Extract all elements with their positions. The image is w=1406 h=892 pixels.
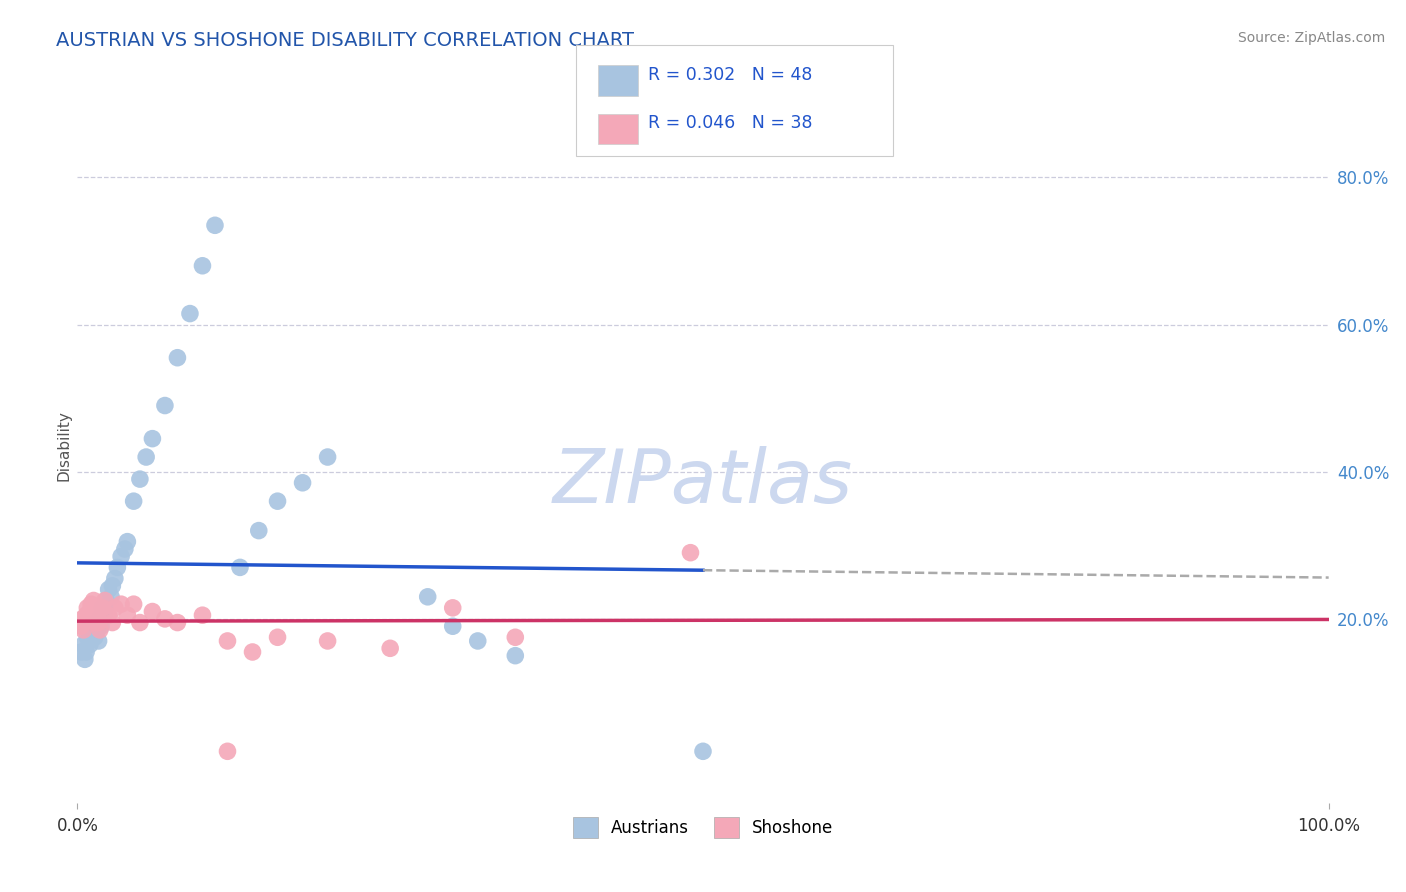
Point [77, 623, 100, 637]
Point [441, 600, 464, 615]
Point [179, 307, 201, 321]
Point [122, 494, 145, 508]
Point [503, 648, 526, 663]
Point [503, 630, 526, 644]
Point [83, 630, 105, 644]
Point [70, 645, 93, 659]
Point [87, 634, 110, 648]
Point [97, 582, 120, 597]
Point [79, 638, 101, 652]
Point [129, 615, 152, 630]
Point [266, 630, 288, 644]
Point [87, 615, 110, 630]
Point [84, 600, 107, 615]
Point [242, 645, 264, 659]
Point [75, 645, 97, 659]
Text: AUSTRIAN VS SHOSHONE DISABILITY CORRELATION CHART: AUSTRIAN VS SHOSHONE DISABILITY CORRELAT… [56, 31, 634, 50]
Point [104, 571, 127, 585]
Point [110, 597, 132, 611]
Point [229, 560, 252, 574]
Point [104, 600, 127, 615]
Point [105, 560, 128, 574]
Point [77, 612, 100, 626]
Point [72, 638, 94, 652]
Point [90, 619, 112, 633]
Point [79, 605, 101, 619]
Point [83, 593, 105, 607]
Point [166, 615, 188, 630]
Point [141, 605, 163, 619]
Point [114, 541, 136, 556]
Point [83, 619, 105, 633]
Point [191, 259, 214, 273]
Point [101, 579, 124, 593]
Point [191, 608, 214, 623]
Point [166, 351, 188, 365]
Point [101, 615, 124, 630]
Point [91, 600, 114, 615]
Point [316, 450, 339, 464]
Point [94, 600, 117, 615]
Point [94, 593, 117, 607]
Point [84, 615, 107, 630]
Legend: Austrians, Shoshone: Austrians, Shoshone [565, 811, 841, 845]
Point [70, 619, 93, 633]
Point [94, 593, 117, 607]
Point [75, 608, 97, 623]
Point [378, 641, 402, 656]
Point [72, 623, 94, 637]
Point [153, 612, 176, 626]
Point [204, 219, 226, 233]
Point [291, 475, 314, 490]
Point [83, 615, 105, 630]
Point [117, 608, 139, 623]
Point [316, 634, 339, 648]
Point [679, 546, 702, 560]
Point [217, 634, 239, 648]
Point [129, 472, 152, 486]
Point [89, 612, 111, 626]
Point [72, 612, 94, 626]
Point [86, 623, 108, 637]
Point [122, 597, 145, 611]
Point [441, 619, 464, 633]
Point [93, 608, 115, 623]
Text: R = 0.302   N = 48: R = 0.302 N = 48 [648, 66, 813, 84]
Point [110, 549, 132, 564]
Point [80, 597, 103, 611]
Point [91, 600, 114, 615]
Point [79, 626, 101, 640]
Point [247, 524, 270, 538]
Point [73, 652, 96, 666]
Point [467, 634, 489, 648]
Text: R = 0.046   N = 38: R = 0.046 N = 38 [648, 114, 813, 132]
Point [266, 494, 288, 508]
Point [86, 608, 108, 623]
Point [97, 608, 120, 623]
Point [217, 744, 239, 758]
Point [80, 630, 103, 644]
Point [416, 590, 439, 604]
Point [82, 600, 104, 615]
Point [76, 630, 98, 644]
Point [692, 744, 714, 758]
Point [117, 534, 139, 549]
Y-axis label: Disability: Disability [56, 410, 72, 482]
Point [135, 450, 157, 464]
Point [89, 623, 111, 637]
Point [153, 399, 176, 413]
Text: Source: ZipAtlas.com: Source: ZipAtlas.com [1237, 31, 1385, 45]
Point [100, 590, 122, 604]
Point [76, 600, 98, 615]
Point [141, 432, 163, 446]
Text: ZIPatlas: ZIPatlas [553, 446, 853, 517]
Point [73, 615, 96, 630]
Point [82, 623, 104, 637]
